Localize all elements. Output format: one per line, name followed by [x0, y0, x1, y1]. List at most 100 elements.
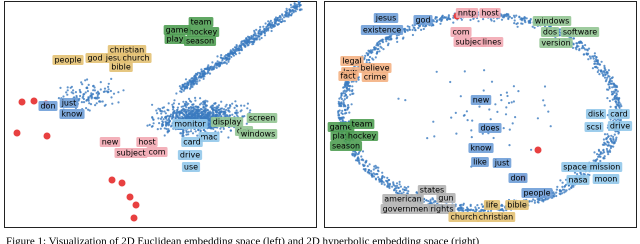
point	[186, 82, 189, 85]
word-label: display	[210, 117, 244, 127]
word-label: christian	[107, 45, 147, 55]
point	[452, 21, 455, 24]
point	[204, 108, 207, 111]
point	[227, 107, 230, 110]
point	[191, 103, 194, 106]
point	[608, 87, 611, 90]
point	[387, 42, 390, 45]
point	[365, 52, 368, 55]
point	[592, 55, 595, 58]
point	[240, 104, 243, 107]
word: fact	[340, 72, 355, 81]
point	[603, 141, 606, 144]
label-box	[505, 200, 529, 210]
label-box	[107, 45, 147, 55]
point	[570, 186, 573, 189]
point	[171, 103, 174, 106]
point	[441, 14, 444, 17]
point	[483, 69, 486, 72]
point	[513, 22, 516, 25]
point	[197, 129, 200, 132]
point	[156, 128, 159, 131]
point	[474, 206, 477, 209]
point	[187, 133, 190, 136]
point	[612, 135, 615, 138]
point	[589, 57, 592, 60]
point	[207, 117, 210, 120]
word: hockey	[189, 28, 218, 37]
point	[187, 102, 190, 105]
word: existence	[363, 26, 401, 35]
point	[222, 108, 226, 111]
point	[516, 22, 519, 25]
word: game	[166, 26, 189, 35]
point	[242, 39, 246, 43]
word: season	[186, 37, 214, 46]
word: drive	[180, 151, 200, 160]
point	[287, 12, 291, 15]
point	[405, 187, 408, 190]
point	[183, 82, 186, 85]
point	[605, 78, 608, 81]
point	[618, 105, 621, 108]
point	[449, 18, 452, 21]
point	[394, 185, 397, 188]
point	[90, 93, 93, 96]
point	[196, 71, 200, 74]
point	[238, 45, 241, 48]
point	[537, 201, 540, 204]
point	[620, 105, 623, 108]
word: god	[415, 16, 430, 25]
point	[363, 164, 366, 167]
point	[165, 127, 168, 130]
point	[594, 159, 597, 162]
point	[224, 110, 227, 113]
point	[580, 47, 584, 50]
word: nntp	[458, 9, 476, 18]
point	[602, 143, 606, 146]
word-label: team	[188, 17, 214, 27]
point	[182, 107, 185, 110]
point	[609, 146, 613, 150]
point	[616, 90, 619, 93]
point	[405, 189, 408, 192]
word-label: fact	[338, 71, 358, 81]
word-label: jesus	[373, 13, 399, 23]
point	[463, 70, 466, 73]
word-label: hockey	[345, 131, 379, 141]
point	[78, 97, 81, 100]
point	[265, 25, 268, 29]
point	[257, 31, 260, 35]
point	[80, 81, 83, 84]
point	[99, 100, 102, 103]
point	[163, 110, 166, 113]
point	[347, 81, 350, 84]
point	[235, 112, 238, 115]
word-label: god	[413, 15, 433, 25]
label-box	[479, 8, 501, 18]
point	[221, 110, 225, 113]
point	[587, 58, 590, 61]
point	[202, 112, 205, 115]
point	[378, 50, 381, 53]
label-box	[329, 141, 363, 151]
point	[171, 108, 175, 111]
point	[217, 104, 220, 107]
point	[343, 92, 347, 95]
word: moon	[595, 175, 618, 184]
word: christian	[479, 213, 513, 222]
point	[489, 209, 493, 212]
point	[192, 106, 195, 109]
point	[110, 77, 113, 80]
label-box	[210, 117, 244, 127]
point	[215, 107, 218, 110]
point	[471, 119, 474, 122]
point	[227, 58, 230, 62]
point	[597, 69, 600, 72]
word: american	[384, 195, 422, 204]
label-box	[584, 122, 604, 132]
point	[432, 198, 435, 201]
point	[607, 141, 610, 144]
point	[92, 89, 95, 92]
point	[351, 85, 354, 88]
